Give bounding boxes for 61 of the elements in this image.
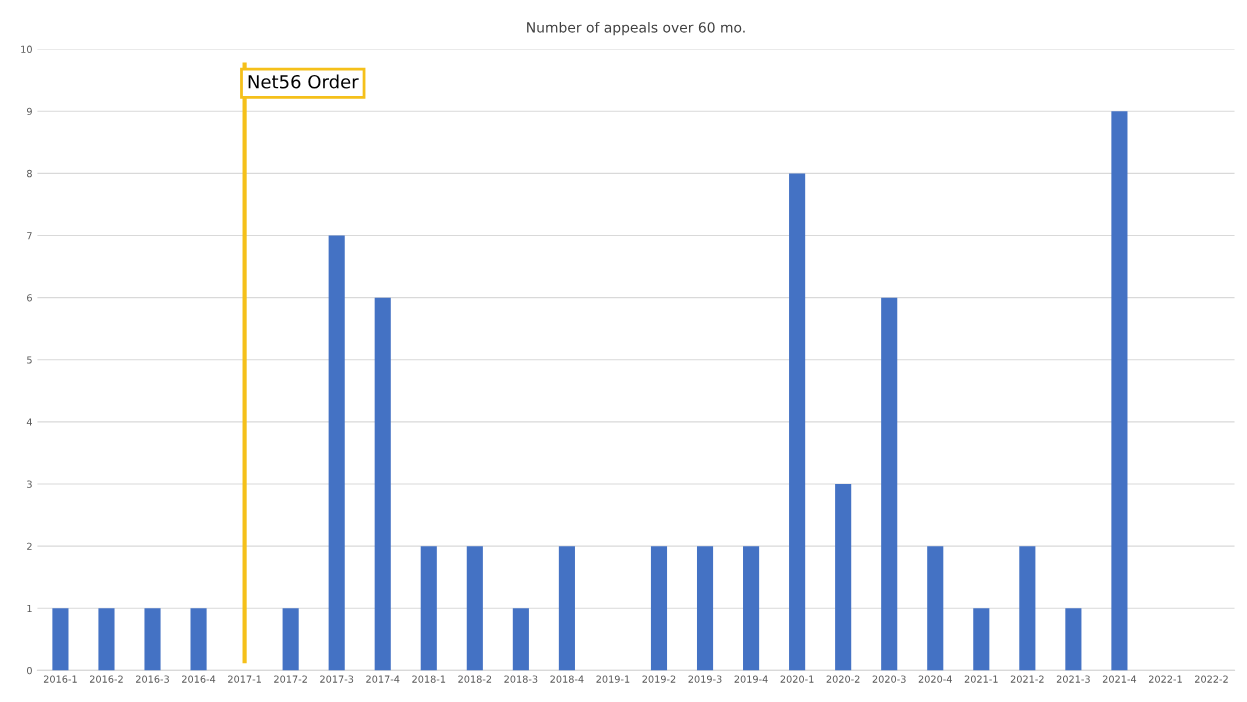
bar	[1065, 608, 1082, 671]
x-tick-label: 2019-4	[734, 675, 768, 683]
bar	[190, 608, 207, 671]
x-tick-label: 2020-3	[872, 675, 906, 683]
x-tick-label: 2022-2	[1195, 675, 1228, 683]
bar	[1111, 111, 1128, 671]
x-tick-label: 2021-2	[1010, 675, 1044, 683]
x-tick-label: 2022-1	[1148, 675, 1182, 683]
y-tick-label: 7	[27, 232, 32, 240]
bar	[789, 173, 806, 671]
y-tick-label: 9	[26, 107, 32, 116]
x-tick-label: 2018-4	[550, 675, 584, 683]
bar	[466, 546, 483, 671]
x-tick-label: 2017-2	[274, 675, 307, 683]
bar	[881, 297, 898, 671]
y-tick-label: 4	[26, 418, 32, 426]
x-tick-label: 2018-2	[458, 675, 492, 683]
bar	[98, 608, 115, 671]
x-tick-label: 2019-1	[596, 675, 630, 683]
x-tick-label: 2021-4	[1102, 675, 1137, 683]
x-tick-label: 2016-1	[43, 675, 77, 683]
bar	[558, 546, 575, 671]
y-tick-label: 8	[27, 169, 32, 178]
x-tick-label: 2020-1	[780, 675, 814, 683]
x-tick-label: 2017-1	[228, 675, 261, 683]
x-tick-label: 2020-2	[826, 675, 860, 683]
x-tick-label: 2021-1	[964, 675, 998, 683]
bar	[512, 608, 529, 671]
bar	[374, 297, 391, 671]
bar	[696, 546, 714, 671]
bar	[282, 608, 299, 671]
bar	[927, 546, 944, 671]
bar	[973, 608, 990, 671]
bar	[144, 608, 161, 671]
y-tick-label: 6	[27, 294, 32, 302]
x-tick-label: 2016-4	[182, 675, 216, 683]
ref-line-label: Net56 Order	[248, 74, 359, 89]
bar	[52, 608, 69, 671]
y-tick-label: 10	[21, 45, 32, 53]
y-tick-label: 3	[27, 480, 32, 488]
x-tick-label: 2016-3	[136, 675, 169, 683]
x-tick-label: 2021-3	[1056, 675, 1090, 683]
y-tick-label: 5	[27, 356, 32, 364]
bar	[420, 546, 437, 671]
y-tick-label: 2	[27, 542, 32, 550]
bar	[835, 484, 852, 671]
x-tick-label: 2019-2	[642, 675, 676, 683]
x-tick-label: 2020-4	[918, 675, 952, 683]
x-tick-label: 2017-4	[366, 675, 400, 683]
bar	[743, 546, 760, 671]
x-tick-label: 2018-1	[412, 675, 446, 683]
bar	[328, 235, 345, 671]
chart-title: Number of appeals over 60 mo.	[527, 21, 745, 36]
y-tick-label: 1	[27, 604, 32, 612]
x-tick-label: 2018-3	[504, 675, 538, 683]
x-tick-label: 2016-2	[89, 675, 123, 683]
bar	[1019, 546, 1036, 671]
bar	[650, 546, 668, 671]
x-tick-label: 2019-3	[688, 675, 722, 683]
x-tick-label: 2017-3	[320, 675, 354, 683]
y-tick-label: 0	[27, 666, 32, 675]
